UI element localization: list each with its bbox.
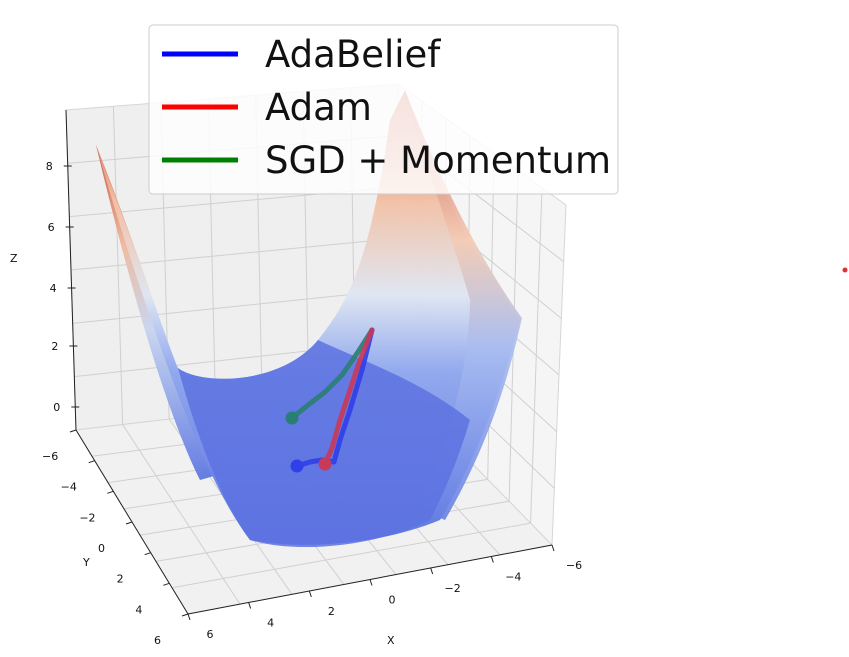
y-tick-mark — [125, 521, 133, 525]
grid-line — [70, 237, 401, 271]
x-tick-label: 0 — [389, 594, 396, 607]
x-tick-mark — [369, 579, 373, 586]
x-axis-label: X — [387, 634, 395, 647]
path-sgd-momentum — [289, 327, 375, 421]
y-tick-mark — [107, 490, 114, 494]
endpoint-sgd-momentum — [285, 411, 299, 425]
x-tick-mark — [430, 567, 434, 575]
z-ticks: 0 2 4 6 8 — [46, 160, 80, 414]
y-tick-mark — [163, 582, 170, 586]
y-ticks: −6 −4 −2 0 2 4 6 — [42, 429, 189, 647]
y-tick-label: 0 — [98, 542, 105, 555]
z-tick-label: 2 — [51, 340, 58, 353]
y-tick-mark — [144, 552, 151, 556]
y-tick-label: 2 — [117, 573, 124, 586]
y-tick-label: 4 — [135, 603, 142, 616]
z-axis-label: Z — [10, 252, 18, 265]
z-tick-label: 0 — [53, 401, 60, 414]
legend-label-sgd-momentum: SGD + Momentum — [265, 139, 611, 182]
y-tick-mark — [88, 460, 95, 464]
y-tick-label: −4 — [61, 481, 77, 494]
y-tick-label: 6 — [154, 634, 161, 647]
endpoint-adabelief — [290, 459, 304, 473]
endpoint-adam — [318, 457, 332, 471]
x-ticks: 6 4 2 0 −2 −4 −6 — [187, 544, 582, 641]
z-tick-label: 6 — [48, 221, 55, 234]
path-adam — [322, 327, 375, 467]
stray-red-dot — [842, 267, 848, 273]
legend: AdaBelief Adam SGD + Momentum — [148, 24, 619, 195]
legend-label-adabelief: AdaBelief — [265, 33, 441, 76]
z-tick-label: 4 — [50, 282, 57, 295]
x-tick-label: 4 — [267, 617, 274, 630]
grid-line — [122, 424, 241, 605]
x-tick-mark — [308, 590, 312, 598]
x-tick-mark — [248, 602, 252, 609]
x-tick-label: −4 — [505, 571, 521, 584]
z-tick-label: 8 — [46, 160, 53, 173]
surface-bottom-basin — [178, 340, 470, 548]
y-tick-label: −2 — [79, 511, 95, 524]
x-tick-label: −6 — [566, 559, 582, 572]
legend-box — [148, 24, 619, 195]
grid-line — [171, 522, 531, 589]
y-tick-mark — [181, 613, 189, 617]
y-tick-mark — [69, 429, 77, 433]
y-axis-label: Y — [82, 556, 90, 569]
x-tick-mark — [551, 544, 555, 552]
grid-line — [72, 288, 401, 324]
x-tick-label: 6 — [207, 628, 214, 641]
path-adabelief — [294, 327, 375, 469]
optimizer-paths — [285, 327, 375, 473]
x-tick-mark — [490, 556, 494, 563]
x-tick-label: −2 — [445, 582, 461, 595]
z-axis-line — [65, 109, 77, 431]
y-tick-label: −6 — [42, 450, 58, 463]
x-tick-mark — [187, 613, 191, 621]
x-tick-label: 2 — [328, 605, 335, 618]
legend-label-adam: Adam — [265, 86, 372, 129]
surface-right-wing — [405, 90, 522, 520]
